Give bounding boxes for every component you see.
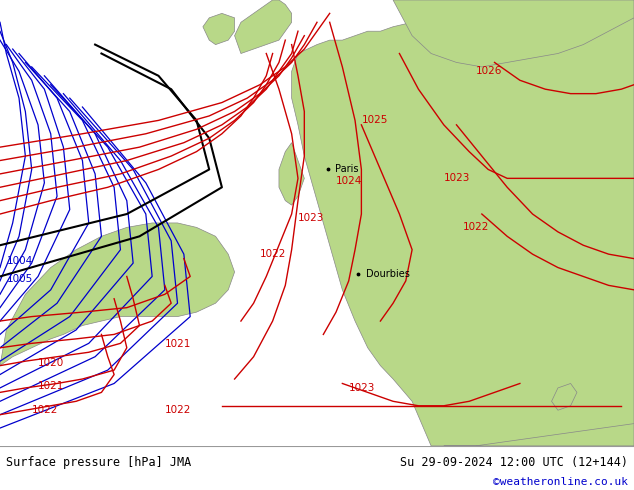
Text: 1022: 1022 <box>32 405 58 415</box>
Text: 1004: 1004 <box>6 256 32 266</box>
Text: 1022: 1022 <box>260 249 287 259</box>
Text: 1024: 1024 <box>336 175 363 186</box>
Text: Su 29-09-2024 12:00 UTC (12+144): Su 29-09-2024 12:00 UTC (12+144) <box>399 456 628 469</box>
Text: 1022: 1022 <box>165 405 191 415</box>
Text: 1020: 1020 <box>38 358 64 368</box>
Text: 1023: 1023 <box>349 383 375 393</box>
Text: 1023: 1023 <box>298 214 325 223</box>
Text: Surface pressure [hPa] JMA: Surface pressure [hPa] JMA <box>6 456 191 469</box>
Text: Dourbies: Dourbies <box>366 269 410 279</box>
Text: 1026: 1026 <box>476 66 502 76</box>
Text: 1021: 1021 <box>38 381 65 391</box>
Polygon shape <box>444 423 634 446</box>
Text: Paris: Paris <box>335 165 359 174</box>
Text: 1023: 1023 <box>444 173 470 183</box>
Text: 1022: 1022 <box>463 222 489 232</box>
Polygon shape <box>0 223 235 366</box>
Text: ©weatheronline.co.uk: ©weatheronline.co.uk <box>493 477 628 487</box>
Polygon shape <box>235 0 292 53</box>
Text: 1021: 1021 <box>165 339 191 349</box>
Polygon shape <box>393 0 634 67</box>
Polygon shape <box>292 13 634 446</box>
Text: 1025: 1025 <box>361 115 388 125</box>
Polygon shape <box>203 13 235 45</box>
Text: 1005: 1005 <box>6 274 32 284</box>
Polygon shape <box>552 384 577 410</box>
Polygon shape <box>279 143 304 205</box>
